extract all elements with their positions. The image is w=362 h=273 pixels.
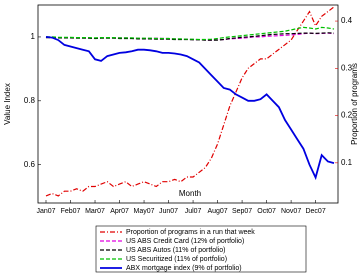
x-tick-label: Jul07 bbox=[185, 208, 202, 215]
x-tick-label: Sep07 bbox=[232, 208, 252, 215]
x-tick-label: Nov07 bbox=[281, 208, 301, 215]
y2-tick-label: 0.3 bbox=[341, 63, 353, 72]
x-tick-label: Apr07 bbox=[110, 208, 129, 215]
series-line bbox=[45, 6, 335, 197]
x-tick-label: Jan07 bbox=[36, 208, 55, 215]
x-tick-label: Dec07 bbox=[305, 208, 325, 215]
x-tick-label: Oct07 bbox=[257, 208, 276, 215]
x-tick-label: Mar07 bbox=[85, 208, 105, 215]
y-axis-label: Value Index bbox=[3, 83, 12, 125]
legend-label: ABX mortgage index (9% of portfolio) bbox=[126, 265, 242, 272]
legend-label: Proportion of programs in a run that wee… bbox=[126, 229, 255, 236]
plot-frame bbox=[37, 4, 339, 204]
x-tick-label: Jun07 bbox=[159, 208, 178, 215]
x-tick-label: Feb07 bbox=[61, 208, 81, 215]
series-line bbox=[45, 36, 335, 181]
y2-tick-label: 0.4 bbox=[341, 16, 353, 25]
y2-tick-label: 0.1 bbox=[341, 158, 353, 167]
legend-label: US ABS Autos (11% of portfolio) bbox=[126, 247, 225, 254]
y2-tick-label: 0.2 bbox=[341, 111, 353, 120]
y-tick-label: 0.6 bbox=[24, 160, 36, 169]
x-tick-label: Aug07 bbox=[207, 208, 227, 215]
legend-label: US Securitized (11% of portfolio) bbox=[126, 256, 227, 263]
legend-frame bbox=[95, 225, 307, 273]
x-axis-label: Month bbox=[179, 189, 201, 198]
y-tick-label: 1 bbox=[31, 32, 36, 41]
y-tick-label: 0.8 bbox=[24, 96, 36, 105]
legend-label: US ABS Credit Card (12% of portfolio) bbox=[126, 238, 244, 245]
y2-axis-label: Proportion of programs bbox=[350, 63, 359, 145]
series-line bbox=[46, 26, 335, 41]
x-tick-label: May07 bbox=[134, 208, 155, 215]
